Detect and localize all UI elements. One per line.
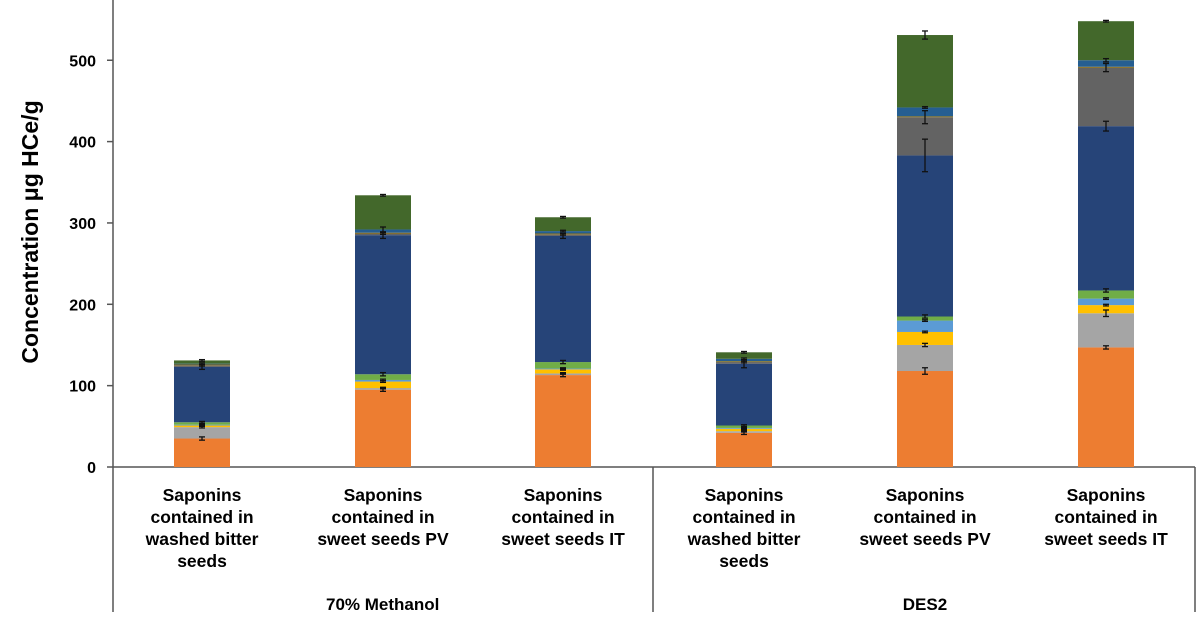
x-tick-label: Saponins contained in washed bitter seeds	[687, 485, 801, 571]
bar-segment	[355, 374, 411, 380]
bar-stack	[1078, 21, 1134, 467]
bar-segment	[355, 381, 411, 389]
bar-stack	[355, 195, 411, 467]
bar-segment	[1078, 347, 1134, 467]
bar-segment	[1078, 126, 1134, 291]
bar-segment	[535, 217, 591, 232]
bar-segment	[897, 320, 953, 332]
bar-segment	[716, 363, 772, 426]
x-tick-label: Saponins contained in sweet seeds PV	[859, 485, 991, 549]
bar-segment	[1078, 298, 1134, 306]
group-label: DES2	[903, 595, 947, 614]
y-tick-label: 100	[69, 379, 96, 396]
group-labels: 70% Methanol DES2	[326, 595, 947, 614]
bar-segment	[355, 235, 411, 375]
error-bars	[199, 19, 1109, 441]
bar-segment	[355, 389, 411, 467]
x-tick-label: Saponins contained in sweet seeds IT	[1044, 485, 1168, 549]
bar-segment	[1078, 21, 1134, 61]
bars	[174, 21, 1134, 467]
x-tick-label: Saponins contained in sweet seeds PV	[317, 485, 449, 549]
y-tick-label: 200	[69, 297, 96, 314]
bar-segment	[897, 331, 953, 345]
category-labels: Saponins contained in washed bitter seeds Sa…	[145, 485, 1168, 571]
x-tick-label: Saponins contained in washed bitter seeds	[145, 485, 259, 571]
y-tick-label: 500	[69, 53, 96, 70]
bar-stack	[174, 360, 230, 467]
group-label: 70% Methanol	[326, 595, 439, 614]
bar-segment	[1078, 305, 1134, 314]
bar-segment	[174, 360, 230, 364]
bar-segment	[535, 369, 591, 374]
bar-segment	[1078, 290, 1134, 299]
bar-stack	[897, 35, 953, 467]
y-tick-label: 400	[69, 135, 96, 152]
bar-segment	[174, 366, 230, 423]
bar-segment	[1078, 67, 1134, 127]
bar-stack	[716, 352, 772, 467]
bar-segment	[897, 35, 953, 108]
bar-segment	[897, 155, 953, 317]
bar-segment	[535, 375, 591, 467]
bar-segment	[897, 371, 953, 467]
axes	[112, 0, 1196, 612]
bar-segment	[897, 344, 953, 372]
bar-segment	[1078, 313, 1134, 348]
x-tick-label: Saponins contained in sweet seeds IT	[501, 485, 625, 549]
y-axis-ticks: 0 100 200 300 400 500	[69, 53, 113, 477]
bar-segment	[716, 352, 772, 359]
bar-segment	[535, 235, 591, 363]
y-tick-label: 0	[87, 460, 96, 477]
bar-segment	[174, 427, 230, 439]
y-axis-label: Concentration μg HCe/g	[17, 100, 43, 363]
bar-stack	[535, 217, 591, 467]
bar-segment	[535, 362, 591, 369]
bar-segment	[174, 438, 230, 467]
y-tick-label: 300	[69, 216, 96, 233]
bar-segment	[355, 195, 411, 230]
bar-segment	[716, 432, 772, 467]
